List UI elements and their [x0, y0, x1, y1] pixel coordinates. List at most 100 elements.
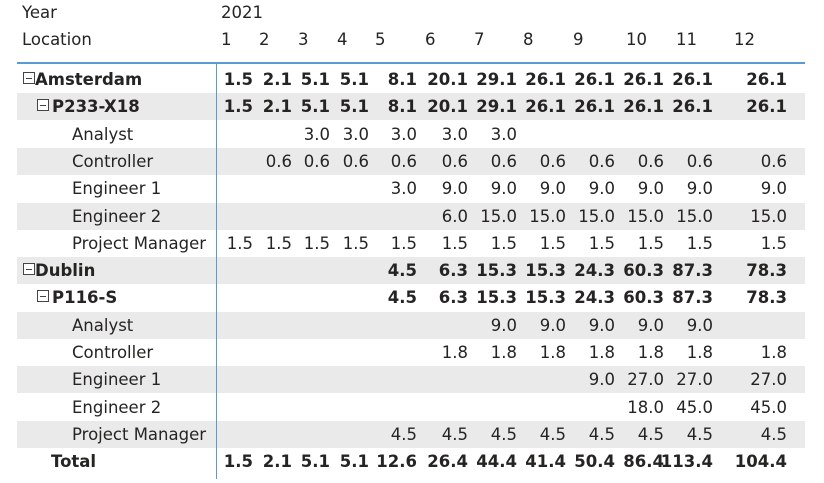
value-cell: 60.3 — [623, 288, 664, 308]
row-label: P233-X18 — [52, 97, 140, 117]
value-cell: 24.3 — [574, 288, 615, 308]
value-cell: 1.8 — [490, 343, 517, 362]
month-header[interactable]: 3 — [298, 30, 309, 49]
value-cell: 6.0 — [441, 206, 468, 226]
year-header: Year — [22, 3, 57, 22]
month-header[interactable]: 11 — [676, 30, 697, 49]
value-cell: 50.4 — [574, 452, 615, 472]
value-cell: 5.1 — [300, 97, 330, 117]
value-cell: 15.0 — [578, 206, 615, 226]
table-row: Analyst 9.0 9.0 9.0 9.0 9.0 — [17, 311, 805, 339]
value-cell: 1.5 — [226, 233, 253, 253]
value-cell: 4.5 — [387, 288, 417, 308]
value-cell: 1.8 — [539, 343, 566, 362]
value-cell: 1.5 — [588, 233, 615, 253]
table-row: Engineer 2 18.0 45.0 45.0 — [17, 394, 805, 421]
collapse-icon[interactable] — [37, 290, 49, 303]
month-header[interactable]: 12 — [734, 30, 755, 49]
value-cell: 0.6 — [390, 151, 417, 171]
month-header[interactable]: 5 — [375, 30, 386, 49]
value-cell: 60.3 — [623, 261, 664, 281]
value-cell: 0.6 — [686, 151, 713, 171]
value-cell: 78.3 — [746, 261, 787, 281]
value-cell: 0.6 — [588, 151, 615, 171]
month-header[interactable]: 9 — [573, 30, 584, 49]
value-cell: 9.0 — [637, 179, 664, 199]
row-label: Engineer 2 — [72, 206, 162, 226]
month-header[interactable]: 4 — [337, 30, 348, 49]
value-cell: 87.3 — [672, 261, 713, 281]
table-row: Analyst 3.0 3.0 3.0 3.0 3.0 — [17, 121, 805, 148]
value-cell: 0.6 — [490, 151, 517, 171]
table-row: Project Manager 4.5 4.5 4.5 4.5 4.5 4.5 4.5 4.5 — [17, 420, 805, 448]
month-header[interactable]: 8 — [523, 30, 534, 49]
month-header[interactable]: 2 — [259, 30, 270, 49]
value-cell: 4.5 — [387, 261, 417, 281]
value-cell: 113.4 — [660, 452, 713, 472]
value-cell: 0.6 — [265, 151, 292, 171]
value-cell: 26.4 — [427, 452, 468, 472]
row-label: Controller — [72, 151, 154, 171]
value-cell: 1.5 — [223, 97, 253, 117]
value-cell: 1.5 — [342, 233, 369, 253]
value-cell: 0.6 — [637, 151, 664, 171]
value-cell: 29.1 — [476, 70, 517, 89]
value-cell: 1.8 — [686, 343, 713, 362]
value-cell: 18.0 — [627, 397, 664, 417]
value-cell: 1.5 — [223, 70, 253, 89]
value-cell: 5.1 — [300, 70, 330, 89]
value-cell: 26.1 — [672, 97, 713, 117]
value-cell: 9.0 — [588, 315, 615, 335]
value-cell: 0.6 — [303, 151, 330, 171]
value-cell: 9.0 — [490, 315, 517, 335]
month-header[interactable]: 1 — [221, 30, 232, 49]
value-cell: 1.8 — [760, 343, 787, 362]
value-cell: 12.6 — [376, 452, 417, 472]
value-cell: 1.5 — [265, 233, 292, 253]
value-cell: 9.0 — [539, 315, 566, 335]
month-header[interactable]: 10 — [626, 30, 647, 49]
value-cell: 41.4 — [525, 452, 566, 472]
collapse-icon[interactable] — [37, 99, 49, 112]
row-label: Project Manager — [72, 424, 207, 444]
value-cell: 4.5 — [637, 424, 664, 444]
collapse-icon[interactable] — [23, 263, 35, 276]
value-cell: 15.0 — [529, 206, 566, 226]
value-cell: 15.3 — [525, 261, 566, 281]
value-cell: 20.1 — [427, 97, 468, 117]
value-cell: 29.1 — [476, 97, 517, 117]
value-cell: 26.1 — [525, 70, 566, 89]
value-cell: 5.1 — [339, 452, 369, 472]
value-cell: 3.0 — [490, 124, 517, 144]
value-cell: 44.4 — [476, 452, 517, 472]
value-cell: 1.5 — [390, 233, 417, 253]
value-cell: 0.6 — [539, 151, 566, 171]
value-cell: 26.1 — [623, 70, 664, 89]
value-cell: 27.0 — [750, 370, 787, 390]
value-cell: 0.6 — [760, 151, 787, 171]
value-cell: 3.0 — [342, 124, 369, 144]
value-cell: 45.0 — [750, 397, 787, 417]
value-cell: 9.0 — [441, 179, 468, 199]
value-cell: 5.1 — [300, 452, 330, 472]
month-header[interactable]: 7 — [474, 30, 485, 49]
table-row: Project Manager 1.5 1.5 1.5 1.5 1.5 1.5 1.5 1.5 1… — [17, 230, 805, 257]
value-cell: 2.1 — [262, 70, 292, 89]
collapse-icon[interactable] — [23, 72, 35, 84]
value-cell — [727, 121, 787, 148]
row-label: Total — [51, 452, 97, 472]
value-cell — [653, 121, 713, 148]
value-cell: 26.1 — [672, 70, 713, 89]
value-cell: 9.0 — [686, 315, 713, 335]
value-cell: 5.1 — [339, 70, 369, 89]
value-cell: 15.3 — [476, 288, 517, 308]
table-row: Engineer 1 3.0 9.0 9.0 9.0 9.0 9.0 9.0 9.0 — [17, 175, 805, 202]
value-cell: 3.0 — [390, 179, 417, 199]
header-divider — [17, 62, 805, 64]
value-cell: 27.0 — [676, 370, 713, 390]
value-cell: 15.3 — [525, 288, 566, 308]
value-cell: 1.5 — [686, 233, 713, 253]
row-label: Dublin — [35, 261, 96, 281]
month-header[interactable]: 6 — [425, 30, 436, 49]
value-cell: 9.0 — [490, 179, 517, 199]
